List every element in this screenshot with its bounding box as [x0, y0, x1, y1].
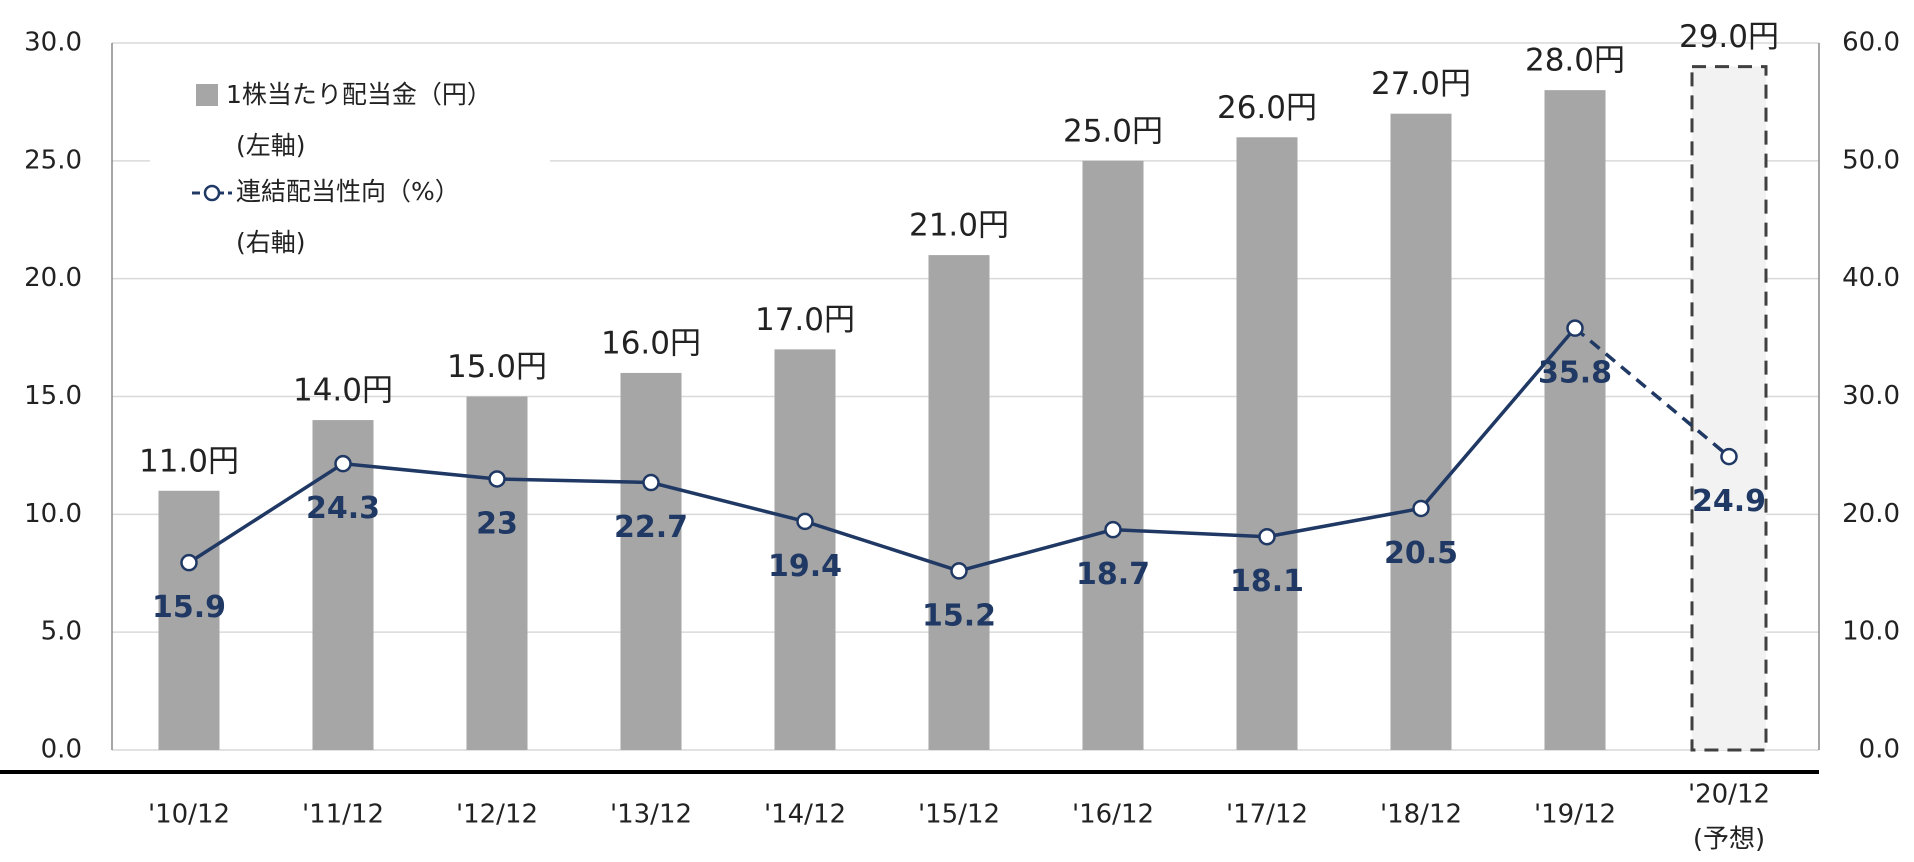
y-tick-label: 15.0 — [24, 381, 82, 411]
x-tick-note: (予想) — [1693, 825, 1765, 855]
x-tick-label: '14/12 — [764, 800, 846, 830]
y-tick-label: 25.0 — [24, 145, 82, 175]
x-tick-label: '20/12 — [1688, 780, 1770, 810]
bar-value-label: 26.0円 — [1217, 90, 1317, 126]
y2-tick-label: 10.0 — [1842, 617, 1900, 647]
y2-tick-label: 20.0 — [1842, 499, 1900, 529]
bar — [1236, 137, 1298, 750]
bar — [774, 349, 836, 750]
bar-value-label: 25.0円 — [1063, 113, 1163, 149]
bar — [620, 372, 682, 750]
line-value-label: 22.7 — [614, 510, 688, 545]
line-point — [642, 473, 660, 492]
bar-value-label: 28.0円 — [1525, 43, 1625, 79]
line-value-label: 19.4 — [768, 549, 842, 584]
y2-tick-label: 30.0 — [1842, 381, 1900, 411]
x-tick-label: '15/12 — [918, 800, 1000, 830]
line-value-label: 15.9 — [152, 590, 226, 625]
y-tick-label: 10.0 — [24, 499, 82, 529]
line-value-label: 18.7 — [1076, 557, 1150, 592]
line-value-label: 18.1 — [1230, 564, 1304, 599]
bar — [1690, 65, 1768, 752]
x-tick-label: '13/12 — [610, 800, 692, 830]
line-value-label: 20.5 — [1384, 536, 1458, 571]
legend-label: 連結配当性向（%） — [236, 177, 460, 206]
legend-note: (右軸) — [236, 228, 306, 257]
x-tick-label: '19/12 — [1534, 800, 1616, 830]
line-forecast — [1573, 326, 1731, 458]
line-point — [1566, 319, 1584, 337]
bar-value-label: 17.0円 — [755, 302, 855, 338]
line-value-label: 23 — [476, 506, 518, 541]
line-point — [1720, 447, 1738, 466]
bar — [158, 490, 220, 750]
bar-value-label: 11.0円 — [139, 443, 239, 479]
line-point — [488, 470, 506, 488]
legend-label: 1株当たり配当金（円） — [226, 80, 492, 109]
bar — [1390, 113, 1452, 750]
bar-value-label: 16.0円 — [601, 325, 701, 361]
line-value-label: 24.3 — [306, 491, 380, 526]
y-tick-label: 5.0 — [41, 617, 82, 647]
line-point — [334, 454, 352, 473]
line-value-label: 24.9 — [1692, 484, 1766, 519]
x-tick-label: '10/12 — [148, 800, 230, 830]
line-point — [1258, 527, 1276, 546]
x-tick-label: '16/12 — [1072, 800, 1154, 830]
line-point — [180, 553, 198, 572]
bar-value-label: 21.0円 — [909, 208, 1009, 244]
bar — [466, 396, 528, 750]
bar — [1082, 160, 1144, 751]
line-value-label: 15.2 — [922, 598, 996, 633]
line-point — [1412, 499, 1430, 518]
legend-note: (左軸) — [236, 131, 306, 160]
line-point — [796, 512, 814, 531]
line-point — [950, 562, 968, 580]
bar-value-label: 29.0円 — [1679, 19, 1779, 55]
bar-value-label: 14.0円 — [293, 373, 393, 409]
y-tick-label: 0.0 — [41, 735, 82, 765]
line — [188, 327, 1577, 573]
x-tick-label: '17/12 — [1226, 800, 1308, 830]
bar — [928, 255, 990, 750]
y2-tick-label: 50.0 — [1842, 145, 1900, 175]
x-tick-label: '11/12 — [302, 800, 384, 830]
bar-value-label: 15.0円 — [447, 349, 547, 385]
bar — [1544, 90, 1606, 751]
y2-tick-label: 60.0 — [1842, 28, 1900, 58]
y2-tick-label: 40.0 — [1842, 263, 1900, 293]
y2-tick-label: 0.0 — [1859, 735, 1900, 765]
legend-swatch — [196, 84, 218, 106]
line-value-label: 35.8 — [1538, 356, 1612, 391]
legend-marker — [203, 184, 221, 202]
x-tick-label: '12/12 — [456, 800, 538, 830]
y-tick-label: 30.0 — [24, 28, 82, 58]
line-point — [1104, 520, 1122, 539]
bar-value-label: 27.0円 — [1371, 66, 1471, 102]
y-tick-label: 20.0 — [24, 263, 82, 293]
x-tick-label: '18/12 — [1380, 800, 1462, 830]
